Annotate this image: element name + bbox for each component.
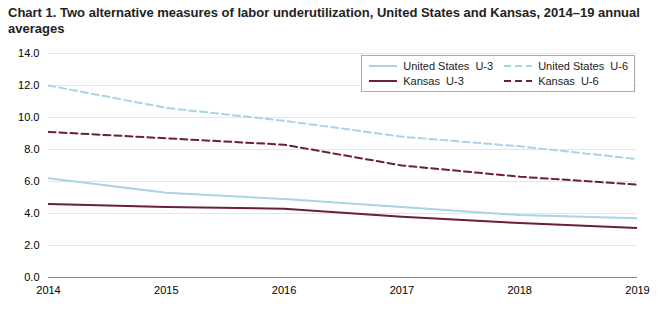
svg-text:12.0: 12.0: [18, 79, 39, 91]
html-text:United States U-6: United States U-6: [538, 60, 628, 72]
svg-text:2.0: 2.0: [24, 239, 39, 251]
svg-text:4.0: 4.0: [24, 207, 39, 219]
svg-text:2016: 2016: [272, 284, 296, 296]
svg-text:2018: 2018: [507, 284, 531, 296]
svg-text:2015: 2015: [154, 284, 178, 296]
svg-text:14.0: 14.0: [18, 47, 39, 59]
svg-text:2017: 2017: [390, 284, 414, 296]
svg-text:10.0: 10.0: [18, 111, 39, 123]
html-text:Chart 1. Two alternative measu: Chart 1. Two alternative measures of lab…: [8, 5, 640, 36]
html-text:Kansas U-6: Kansas U-6: [538, 75, 599, 87]
svg-text:6.0: 6.0: [24, 175, 39, 187]
svg-text:2019: 2019: [625, 284, 649, 296]
html-text:Kansas U-3: Kansas U-3: [403, 75, 464, 87]
svg-text:8.0: 8.0: [24, 143, 39, 155]
svg-text:2014: 2014: [36, 284, 60, 296]
svg-text:0.0: 0.0: [24, 271, 39, 283]
html-text:United States U-3: United States U-3: [403, 60, 494, 72]
